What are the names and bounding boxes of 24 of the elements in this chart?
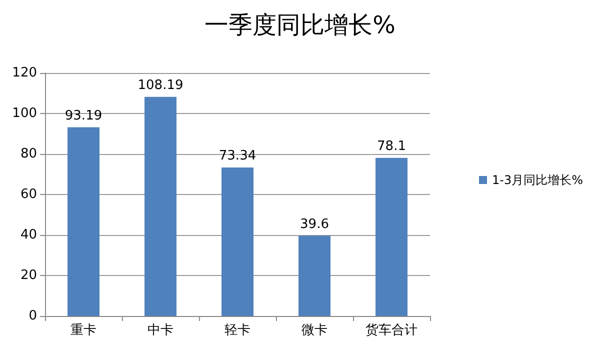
- y-tick-label: 0: [28, 308, 37, 324]
- bar: [222, 167, 254, 316]
- y-tick-label: 20: [20, 268, 37, 283]
- bar: [298, 236, 330, 316]
- chart-title: 一季度同比增长%: [204, 11, 396, 39]
- bar: [144, 96, 176, 316]
- y-tick-label: 60: [20, 187, 37, 202]
- y-tick-label: 120: [12, 66, 37, 80]
- legend-label: 1-3月同比增长%: [492, 173, 584, 187]
- data-label: 78.1: [377, 138, 406, 154]
- x-tick-label: 货车合计: [366, 323, 418, 338]
- x-tick-label: 轻卡: [224, 323, 250, 338]
- bar: [376, 158, 408, 316]
- data-label: 108.19: [138, 78, 184, 93]
- x-tick-label: 中卡: [148, 323, 174, 338]
- y-tick-label: 40: [20, 228, 37, 242]
- x-tick-label: 重卡: [70, 323, 96, 338]
- x-tick-label: 微卡: [302, 323, 328, 338]
- data-label: 39.6: [300, 216, 329, 232]
- y-tick-label: 80: [20, 146, 37, 162]
- data-label: 73.34: [218, 148, 256, 164]
- data-label: 93.19: [64, 108, 102, 124]
- y-tick-label: 100: [12, 106, 37, 121]
- bar: [68, 127, 100, 316]
